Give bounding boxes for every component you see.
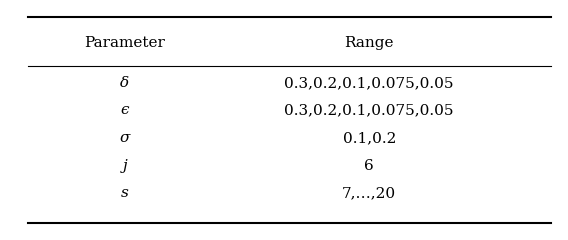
Text: δ: δ	[120, 76, 130, 90]
Text: 7,…,20: 7,…,20	[342, 186, 396, 200]
Text: 0.3,0.2,0.1,0.075,0.05: 0.3,0.2,0.1,0.075,0.05	[285, 103, 454, 117]
Text: 0.1,0.2: 0.1,0.2	[343, 131, 396, 145]
Text: ϵ: ϵ	[121, 103, 129, 117]
Text: σ: σ	[120, 131, 130, 145]
Text: 0.3,0.2,0.1,0.075,0.05: 0.3,0.2,0.1,0.075,0.05	[285, 76, 454, 90]
Text: Range: Range	[344, 36, 394, 50]
Text: Parameter: Parameter	[85, 36, 165, 50]
Text: s: s	[121, 186, 129, 200]
Text: 6: 6	[364, 159, 374, 173]
Text: j: j	[123, 159, 127, 173]
